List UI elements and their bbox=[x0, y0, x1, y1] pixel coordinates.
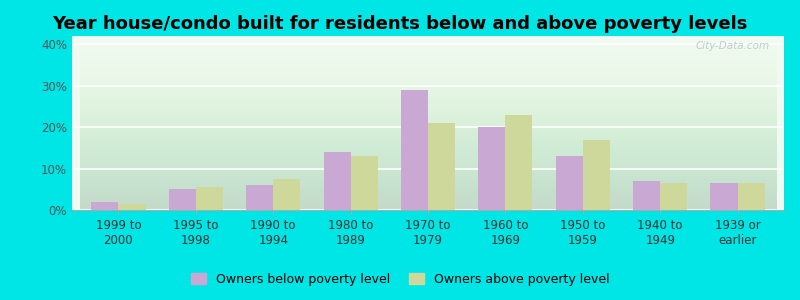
Bar bbox=[582, 140, 610, 210]
Bar bbox=[556, 156, 582, 210]
Bar bbox=[246, 185, 274, 210]
Bar bbox=[738, 183, 765, 210]
Bar bbox=[401, 90, 428, 210]
Bar bbox=[633, 181, 660, 210]
Text: City-Data.com: City-Data.com bbox=[696, 41, 770, 51]
Bar bbox=[91, 202, 118, 210]
Bar bbox=[196, 187, 223, 210]
Bar bbox=[428, 123, 455, 210]
Bar bbox=[506, 115, 533, 210]
Bar bbox=[274, 179, 300, 210]
Bar bbox=[350, 156, 378, 210]
Bar bbox=[710, 183, 738, 210]
Bar bbox=[169, 189, 196, 210]
Bar bbox=[323, 152, 350, 210]
Bar bbox=[660, 183, 687, 210]
Bar bbox=[118, 204, 146, 210]
Legend: Owners below poverty level, Owners above poverty level: Owners below poverty level, Owners above… bbox=[186, 268, 614, 291]
Bar bbox=[478, 127, 506, 210]
Text: Year house/condo built for residents below and above poverty levels: Year house/condo built for residents bel… bbox=[52, 15, 748, 33]
